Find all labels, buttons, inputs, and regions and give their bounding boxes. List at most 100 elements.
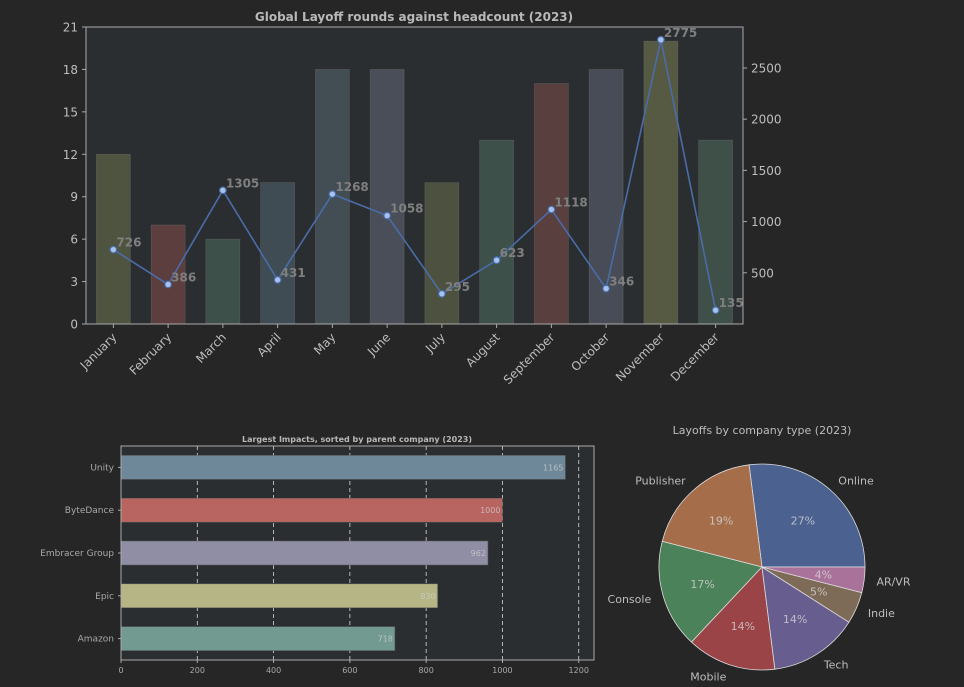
- bar-november: [643, 40, 679, 325]
- left-tick-label: 12: [63, 148, 78, 162]
- headcount-line: [112, 39, 717, 311]
- hbar-y-tick-label: Amazon: [78, 635, 114, 645]
- x-tick-label-december: December: [668, 330, 722, 384]
- x-tick-label-october: October: [568, 330, 612, 374]
- hbar-x-tick-label: 0: [118, 666, 123, 675]
- top-chart-title: Global Layoff rounds against headcount (…: [255, 10, 573, 24]
- hbar-epic: [120, 583, 438, 609]
- pie-pct-label: 14%: [731, 620, 755, 633]
- pie-category-label: Tech: [823, 658, 849, 671]
- largest-impacts-chart: Largest Impacts, sorted by parent compan…: [40, 435, 595, 675]
- left-tick-label: 0: [70, 318, 78, 332]
- headcount-label: 431: [281, 266, 306, 280]
- left-tick-label: 15: [63, 105, 78, 119]
- left-tick-label: 3: [70, 275, 78, 289]
- hbar-y-tick-label: ByteDance: [65, 506, 115, 516]
- x-tick-label-may: May: [311, 330, 338, 357]
- x-tick-label-april: April: [254, 330, 283, 359]
- headcount-point-may: [328, 190, 337, 199]
- hbar-y-tick-label: Epic: [95, 592, 114, 602]
- headcount-point-january: [109, 245, 118, 254]
- left-tick-label: 9: [70, 190, 78, 204]
- headcount-label: 1118: [554, 196, 587, 210]
- bar-march: [205, 238, 241, 325]
- left-tick-label: 6: [70, 233, 78, 247]
- pie-pct-label: 19%: [709, 515, 733, 528]
- pie-pct-label: 14%: [783, 613, 807, 626]
- pie-slice-console: [658, 540, 763, 643]
- hbar-x-tick-label: 1200: [569, 666, 589, 675]
- pie-category-label: Console: [608, 593, 652, 606]
- pie-pct-label: 27%: [791, 515, 815, 528]
- headcount-label: 726: [116, 236, 141, 250]
- right-tick-label: 1500: [751, 164, 782, 178]
- bar-april: [260, 182, 295, 325]
- layoff-rounds-chart: Global Layoff rounds against headcount (…: [63, 10, 782, 387]
- x-tick-label-august: August: [463, 330, 503, 370]
- pie-slice-online: [748, 463, 866, 568]
- bar-july: [424, 182, 460, 325]
- headcount-point-november: [656, 35, 665, 44]
- headcount-label: 386: [171, 270, 196, 284]
- bar-june: [369, 69, 405, 325]
- headcount-label: 2775: [664, 26, 697, 40]
- hbar-amazon: [120, 626, 396, 651]
- headcount-point-december: [711, 306, 720, 315]
- headcount-point-april: [273, 275, 282, 284]
- bar-august: [479, 139, 514, 325]
- pie-slice-tech: [761, 566, 850, 670]
- pie-pct-label: 5%: [810, 586, 827, 599]
- hbar-x-tick-label: 600: [342, 666, 357, 675]
- top-plot-area: [86, 27, 743, 324]
- hbar-value-label: 962: [471, 549, 486, 558]
- x-tick-label-january: January: [77, 330, 120, 373]
- hbar-x-tick-label: 400: [266, 666, 281, 675]
- x-tick-label-march: March: [193, 330, 229, 366]
- right-tick-label: 2500: [751, 61, 782, 75]
- top-plot-frame: [85, 26, 744, 325]
- pie-pct-label: 4%: [815, 569, 832, 582]
- hbar-value-label: 1165: [543, 463, 563, 472]
- company-type-pie-chart: Layoffs by company type (2023) 27% Online…: [608, 424, 911, 684]
- right-tick-label: 2000: [751, 113, 782, 127]
- headcount-point-june: [383, 211, 392, 220]
- hbar-value-label: 718: [378, 635, 393, 644]
- headcount-label: 1058: [390, 202, 423, 216]
- hbar-value-label: 830: [420, 592, 435, 601]
- x-tick-label-september: September: [501, 330, 558, 387]
- pie-pct-label: 17%: [690, 578, 714, 591]
- hbar-x-tick-label: 1000: [492, 666, 512, 675]
- bar-september: [534, 83, 569, 325]
- headcount-label: 1305: [226, 176, 259, 190]
- headcount-point-september: [547, 205, 556, 214]
- headcount-label: 135: [719, 296, 744, 310]
- pie-category-label: Indie: [868, 607, 895, 620]
- hbar-unity: [120, 455, 566, 480]
- pie-slice-publisher: [661, 464, 763, 568]
- headcount-label: 346: [609, 275, 634, 289]
- hbar-x-tick-label: 800: [419, 666, 434, 675]
- bar-january: [96, 153, 131, 325]
- hbar-y-tick-label: Unity: [90, 463, 114, 473]
- headcount-label: 1268: [335, 180, 368, 194]
- pie-category-label: AR/VR: [876, 575, 910, 588]
- x-tick-label-november: November: [613, 330, 667, 384]
- pie-slice-mobile: [690, 566, 776, 671]
- hbar-y-tick-label: Embracer Group: [40, 549, 114, 559]
- x-tick-label-july: July: [422, 330, 448, 356]
- headcount-point-march: [218, 186, 227, 195]
- hbar-chart-title: Largest Impacts, sorted by parent compan…: [242, 435, 472, 444]
- hbar-bytedance: [120, 497, 503, 523]
- hbar-value-label: 1000: [480, 506, 500, 515]
- bar-february: [150, 224, 186, 325]
- headcount-point-february: [164, 280, 173, 289]
- left-tick-label: 21: [63, 21, 78, 35]
- right-tick-label: 500: [751, 266, 774, 280]
- headcount-label: 295: [445, 280, 470, 294]
- headcount-point-august: [492, 256, 501, 265]
- x-tick-label-february: February: [127, 330, 175, 378]
- headcount-point-july: [437, 289, 446, 298]
- left-tick-label: 18: [63, 63, 78, 77]
- pie-category-label: Mobile: [690, 671, 726, 684]
